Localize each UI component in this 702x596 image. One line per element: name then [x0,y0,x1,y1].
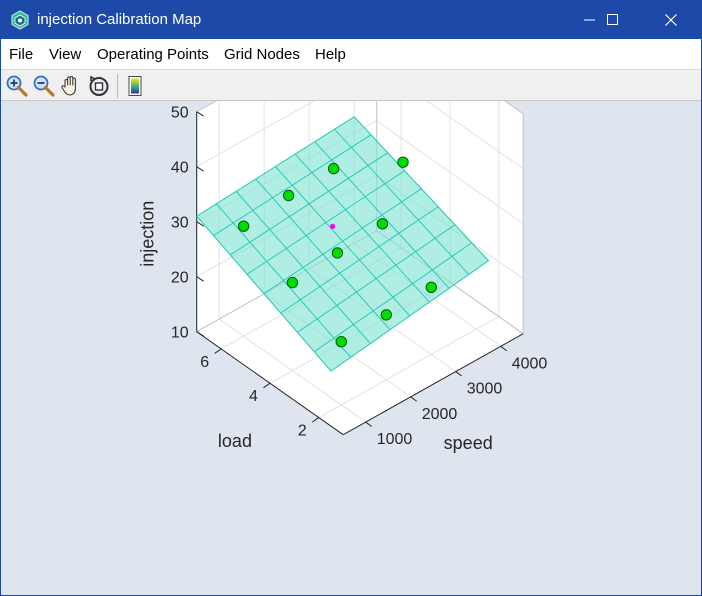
y-tick [214,348,222,354]
x-tick-label: 4000 [512,355,548,372]
z-tick-label: 10 [171,325,189,342]
z-tick-label: 20 [171,270,189,287]
x-tick-label: 2000 [422,406,458,423]
x-tick [455,371,462,377]
grid-line [376,120,524,225]
menu-grid-nodes[interactable]: Grid Nodes [224,46,300,63]
x-tick [410,396,417,402]
toolbar [1,69,701,101]
operating-point [327,162,340,175]
close-icon [665,14,677,26]
menu-help[interactable]: Help [315,46,346,63]
z-tick [196,331,204,337]
rotate-3d-icon[interactable] [87,74,111,98]
menu-file[interactable]: File [9,46,34,63]
plot-area[interactable]: 1000 2000 3000 4000 2 4 6 10 20 30 40 50 speed load in… [1,101,701,595]
grid-line [196,101,315,168]
operating-point [286,276,299,289]
x-tick-label: 1000 [377,431,413,448]
surface-mesh-line [230,152,389,256]
y-tick [311,417,320,423]
surface-mesh-line [294,153,430,303]
menu-operating-points[interactable]: Operating Points [97,46,209,63]
x-tick [365,421,372,427]
operating-point [425,281,437,294]
grid-line [426,101,524,170]
y-tick-label: 2 [298,423,307,440]
menu-view[interactable]: View [49,46,82,63]
window-title: injection Calibration Map [37,11,202,28]
surface-mesh-line [334,128,470,275]
y-axis-label: load [218,431,252,451]
pan-hand-icon[interactable] [59,74,83,98]
close-button[interactable] [648,1,694,39]
maximize-button[interactable] [590,1,636,39]
tick-labels: 1000 2000 3000 4000 2 4 6 10 20 30 40 50 [171,105,547,448]
z-tick [196,111,204,117]
x-tick [500,345,507,352]
operating-point [282,189,295,202]
calibration-surface [195,116,490,372]
surface-mesh-line [213,134,372,236]
colorbar-icon[interactable] [123,74,147,98]
app-icon [11,10,29,30]
minimize-button[interactable] [567,1,613,39]
y-tick-label: 6 [200,354,209,371]
title-bar[interactable]: injection Calibration Map [1,1,701,39]
z-tick [196,221,204,227]
operating-point [237,220,250,232]
surface-mesh-line [246,170,405,275]
z-tick-label: 40 [171,160,189,177]
surface-chart[interactable]: 1000 2000 3000 4000 2 4 6 10 20 30 40 50 speed load in… [1,101,701,595]
z-axis-label: injection [138,201,158,267]
zoom-out-icon[interactable] [32,74,56,98]
zoom-in-icon[interactable] [5,74,29,98]
operating-point [331,247,344,259]
operating-point [376,218,389,230]
z-tick [196,276,204,282]
minimize-icon [584,19,595,21]
selected-point [330,223,336,229]
y-tick [263,382,271,389]
surface-patch [195,116,490,372]
operating-point [335,336,347,348]
operating-points [237,156,437,348]
maximize-icon [607,14,618,25]
z-tick-label: 30 [171,215,189,232]
x-axis-label: speed [444,433,493,453]
operating-point [380,309,392,321]
z-tick [196,166,204,172]
y-tick-label: 4 [249,388,258,405]
menu-bar: File View Operating Points Grid Nodes He… [1,39,701,69]
z-tick-label: 50 [171,105,189,122]
x-axis-line [342,333,524,436]
toolbar-separator [117,74,118,98]
grid-line [318,316,500,418]
x-tick-label: 3000 [467,381,503,398]
surface-mesh-line [263,188,422,295]
operating-point [397,156,409,168]
